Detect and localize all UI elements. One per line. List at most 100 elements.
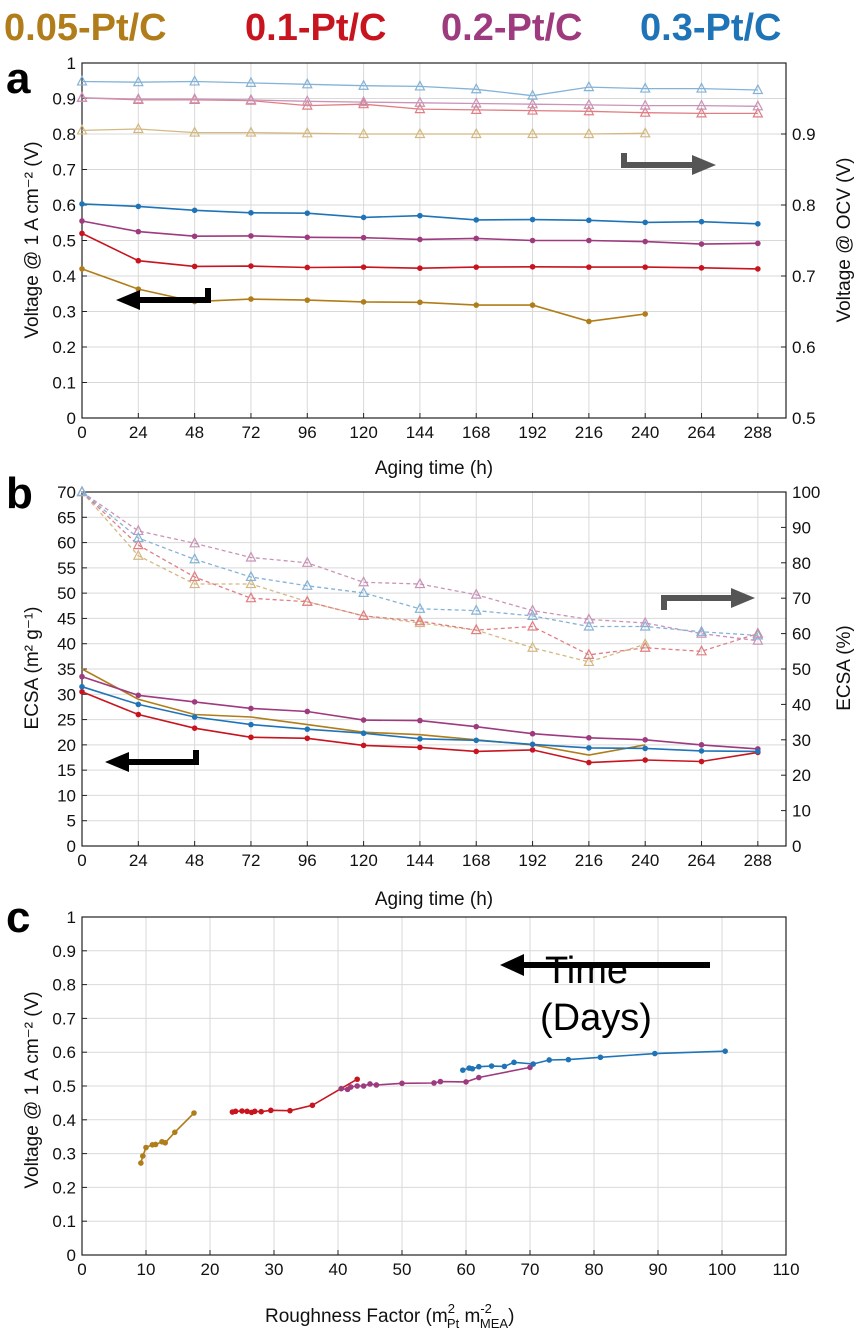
data-point — [245, 577, 257, 589]
x-tick-label: 0 — [77, 423, 86, 442]
data-point — [476, 1074, 482, 1081]
data-point — [527, 127, 539, 139]
data-point — [189, 577, 201, 589]
y-tick-label: 0.8 — [52, 125, 76, 144]
data-point — [696, 107, 708, 118]
y2-tick-label: 50 — [792, 660, 811, 679]
data-point — [527, 641, 539, 652]
data-point — [583, 655, 595, 667]
data-point — [189, 126, 201, 137]
data-point — [172, 1129, 178, 1136]
panel-c-xlabel-sup1: 2 — [448, 1301, 455, 1316]
data-point — [189, 552, 201, 564]
data-point — [79, 688, 85, 695]
data-point — [79, 201, 85, 207]
data-point — [696, 627, 708, 638]
series-0.3-Pt/C-left — [460, 1048, 728, 1073]
data-point — [529, 730, 536, 737]
panel-c-xlabel-sup2: -2 — [480, 1301, 492, 1316]
data-point — [360, 214, 367, 221]
data-point — [301, 595, 313, 606]
data-point — [755, 221, 761, 227]
data-point — [470, 127, 482, 139]
data-point — [527, 104, 539, 115]
panel-c-ylabel: Voltage @ 1 A cm⁻² (V) — [22, 991, 43, 1188]
y-tick-label: 5 — [67, 812, 76, 831]
data-point — [417, 265, 423, 271]
data-point — [417, 212, 423, 219]
data-point — [722, 1048, 728, 1054]
data-point — [399, 1080, 405, 1087]
series-0.3-Pt/C-left — [79, 683, 761, 755]
x-tick-label: 0 — [77, 1260, 86, 1279]
data-point — [466, 1065, 473, 1071]
x-tick-label: 90 — [649, 1260, 668, 1279]
data-point — [76, 91, 88, 102]
x-tick-label: 10 — [137, 1260, 156, 1279]
data-point — [586, 237, 592, 244]
data-point — [414, 127, 426, 139]
data-point — [358, 97, 370, 109]
series-0.3-Pt/C-right — [76, 485, 764, 640]
x-tick-label: 264 — [687, 423, 715, 442]
x-tick-label: 72 — [241, 851, 260, 870]
panel-a-xlabel: Aging time (h) — [375, 458, 493, 479]
y2-tick-label: 20 — [792, 766, 811, 785]
y2-tick-label: 80 — [792, 554, 811, 573]
x-tick-label: 40 — [329, 1260, 348, 1279]
data-point — [79, 673, 85, 680]
data-point — [431, 1080, 437, 1086]
data-point — [135, 203, 142, 210]
panel-b-letter: b — [6, 469, 33, 518]
data-point — [417, 717, 423, 724]
data-point — [132, 549, 144, 560]
data-point — [360, 299, 367, 305]
data-point — [287, 1107, 293, 1114]
data-point — [417, 735, 423, 742]
data-point — [135, 701, 142, 708]
data-point — [135, 711, 142, 718]
y2-tick-label: 60 — [792, 625, 811, 644]
data-point — [248, 296, 254, 302]
y-tick-label: 0 — [67, 1246, 76, 1265]
y2-tick-label: 0.6 — [792, 338, 816, 357]
data-point — [191, 233, 198, 240]
data-point — [470, 623, 482, 635]
x-tick-label: 120 — [349, 423, 377, 442]
data-point — [529, 747, 536, 753]
data-point — [248, 705, 254, 712]
x-tick-label: 60 — [457, 1260, 476, 1279]
y-tick-label: 0.7 — [52, 1009, 76, 1028]
data-point — [135, 228, 142, 235]
data-point — [248, 263, 254, 269]
data-point — [138, 1160, 144, 1166]
data-point — [639, 620, 651, 631]
data-point — [79, 266, 85, 272]
data-point — [752, 629, 764, 640]
x-tick-label: 192 — [518, 423, 546, 442]
data-point — [755, 748, 761, 755]
data-point — [473, 217, 480, 223]
x-tick-label: 288 — [744, 423, 772, 442]
data-point — [414, 577, 426, 589]
panel-b-y2label: ECSA (%) — [834, 625, 855, 711]
series-0.2-Pt/C-right — [76, 91, 764, 111]
panel-a-right-axis-arrow — [621, 153, 716, 175]
data-point — [76, 124, 88, 135]
panel-a-y2label: Voltage @ OCV (V) — [834, 157, 855, 322]
data-point — [258, 1108, 265, 1115]
y2-tick-label: 0 — [792, 837, 801, 856]
data-point — [597, 1054, 604, 1061]
data-point — [354, 1083, 361, 1089]
data-point — [358, 575, 370, 587]
y-tick-label: 50 — [57, 584, 76, 603]
x-tick-label: 240 — [631, 423, 659, 442]
y-tick-label: 0.5 — [52, 1077, 76, 1096]
x-tick-label: 144 — [406, 851, 434, 870]
data-point — [642, 737, 648, 743]
data-point — [245, 76, 257, 87]
data-point — [639, 99, 651, 110]
data-point — [189, 75, 201, 86]
data-point — [529, 263, 536, 270]
data-point — [583, 613, 595, 624]
